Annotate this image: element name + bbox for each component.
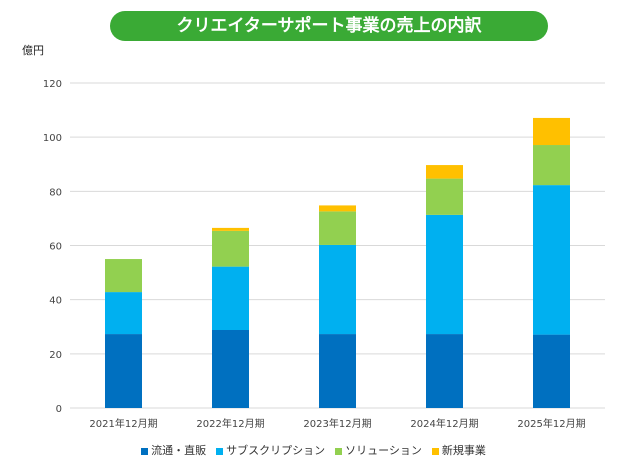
legend-item: 流通・直販 — [141, 442, 206, 458]
y-tick-label: 100 — [43, 133, 62, 144]
bar-segment-2 — [212, 266, 249, 330]
x-tick-label: 2025年12月期 — [517, 417, 585, 430]
y-tick-label: 40 — [49, 296, 62, 307]
y-tick-label: 0 — [56, 404, 62, 415]
legend-swatch — [335, 447, 343, 455]
y-tick-label: 80 — [49, 187, 62, 198]
chart-title: クリエイターサポート事業の売上の内訳 — [110, 11, 548, 41]
bar-segment-2 — [426, 214, 463, 335]
bar-segment-2 — [105, 292, 142, 335]
bar-segment-2 — [533, 185, 570, 335]
legend-label: 新規事業 — [441, 444, 486, 457]
y-tick-label: 60 — [49, 242, 62, 253]
bar-segment-2 — [319, 244, 356, 335]
bar-segment-1 — [319, 334, 356, 408]
bar-segment-4 — [426, 165, 463, 179]
bar-segment-1 — [212, 330, 249, 408]
legend-swatch — [216, 447, 224, 455]
legend-label: ソリューション — [345, 444, 422, 457]
bar-segment-1 — [533, 334, 570, 408]
legend-swatch — [431, 447, 439, 455]
legend-item: 新規事業 — [431, 442, 486, 458]
bar-segment-3 — [426, 178, 463, 215]
legend-label: サブスクリプション — [226, 444, 326, 457]
bar-segment-4 — [533, 117, 570, 146]
y-axis-unit: 億円 — [22, 44, 44, 57]
legend-swatch — [141, 447, 149, 455]
bar-segment-3 — [212, 230, 249, 267]
bar-segment-3 — [533, 145, 570, 186]
y-tick-label: 20 — [49, 350, 62, 361]
bar-segment-4 — [319, 205, 356, 212]
legend-label: 流通・直販 — [151, 444, 207, 457]
x-tick-label: 2024年12月期 — [410, 417, 478, 430]
legend-item: サブスクリプション — [216, 442, 325, 458]
legend-item: ソリューション — [335, 442, 422, 458]
y-tick-label: 120 — [43, 79, 62, 90]
bar-segment-3 — [319, 211, 356, 245]
bar-segment-1 — [105, 334, 142, 408]
bar-segment-3 — [105, 259, 142, 293]
x-tick-label: 2023年12月期 — [303, 417, 371, 430]
x-tick-label: 2021年12月期 — [89, 417, 157, 430]
bar-segment-1 — [426, 334, 463, 408]
x-tick-label: 2022年12月期 — [196, 417, 264, 430]
bar-segment-4 — [212, 227, 249, 231]
legend: 流通・直販 サブスクリプション ソリューション 新規事業 — [0, 442, 627, 458]
